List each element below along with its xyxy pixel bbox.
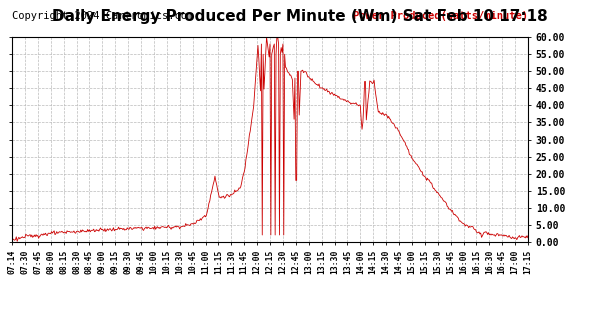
- Text: Copyright 2024 Cartronics.com: Copyright 2024 Cartronics.com: [12, 11, 193, 21]
- Text: Power Produced(watts/minute): Power Produced(watts/minute): [353, 11, 528, 21]
- Text: Daily Energy Produced Per Minute (Wm) Sat Feb 10 17:18: Daily Energy Produced Per Minute (Wm) Sa…: [52, 9, 548, 24]
